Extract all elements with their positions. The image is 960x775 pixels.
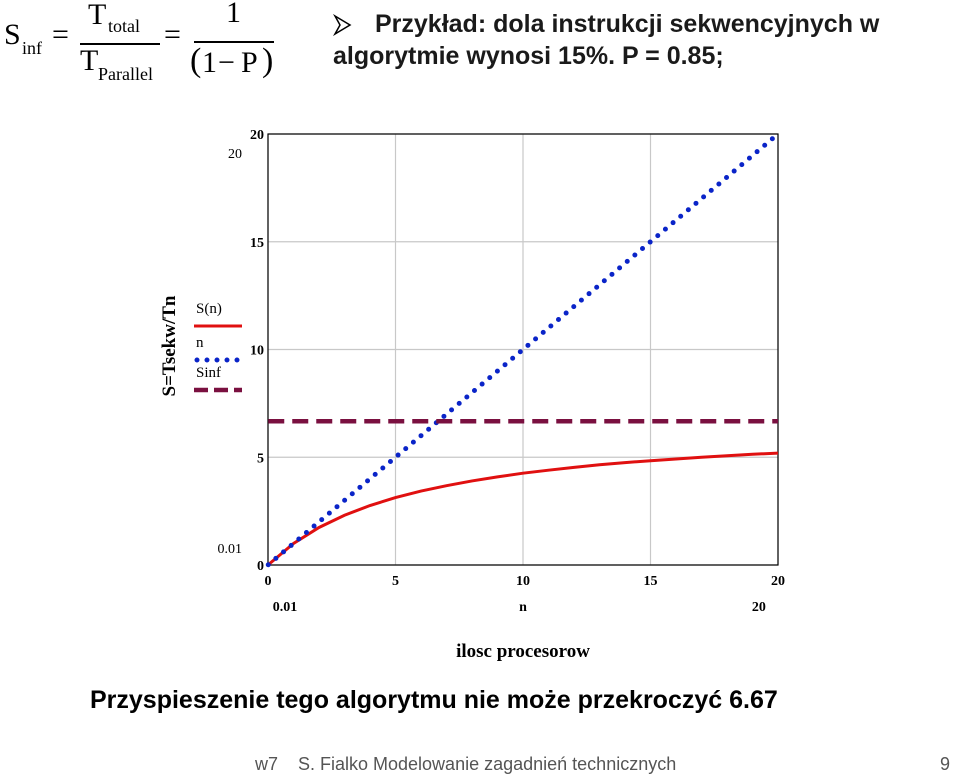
- formula-num-main: T: [88, 0, 107, 31]
- formula-den-sub: Parallel: [98, 64, 153, 84]
- series-n-line: [265, 131, 781, 568]
- x-range-var-label: n: [519, 600, 527, 615]
- formula-num-sub: total: [108, 16, 140, 36]
- x-axis-ticks: 0 5 10 15 20: [265, 574, 786, 589]
- formula-eq2: =: [164, 18, 181, 51]
- x-range-min-label: 0.01: [273, 600, 298, 615]
- example-text-line2: algorytmie wynosi 15%. P = 0.85;: [333, 42, 724, 70]
- legend-label-1: n: [196, 335, 204, 351]
- speedup-formula: S inf = T total T Parallel = 1 ( 1 − P ): [0, 0, 300, 95]
- formula-paren-close: ): [262, 42, 274, 79]
- y-range-max-label: 20: [228, 147, 242, 162]
- formula-lhs: S: [4, 18, 21, 51]
- y-axis-ticks: 0 5 10 15 20: [250, 128, 264, 574]
- arrow-bullet-icon: [333, 14, 352, 36]
- formula-den-main: T: [80, 44, 99, 77]
- x-range-max-label: 20: [752, 600, 766, 615]
- footer-week-label: w7: [255, 754, 279, 774]
- x-tick-label-1: 5: [392, 574, 399, 589]
- formula-fraction-bar-2: [194, 41, 274, 43]
- formula-rhs-num: 1: [226, 0, 241, 29]
- footer-course-title: S. Fialko Modelowanie zagadnień technicz…: [298, 754, 677, 774]
- page-number: 9: [940, 754, 951, 774]
- y-tick-label-2: 10: [250, 344, 264, 359]
- y-tick-label-1: 5: [257, 451, 264, 466]
- formula-den-minus: −: [218, 46, 235, 79]
- speedup-chart: 0 5 10 15 20 0 5 10 15 20 0.01 20 0.01 n 20 ilos…: [159, 128, 786, 662]
- chart-legend: S(n) n Sinf: [194, 301, 245, 393]
- x-tick-label-3: 15: [644, 574, 658, 589]
- y-tick-label-4: 20: [250, 128, 264, 143]
- formula-lhs-sub: inf: [22, 38, 42, 58]
- y-range-min-label: 0.01: [218, 542, 243, 557]
- example-text-line1: Przykład: dola instrukcji sekwencyjnych …: [375, 10, 880, 38]
- formula-eq1: =: [52, 18, 69, 51]
- y-axis-title: S=Tsekw/Tn: [159, 295, 180, 396]
- chart-series: [265, 131, 781, 568]
- x-tick-label-2: 10: [516, 574, 530, 589]
- legend-label-0: S(n): [196, 301, 222, 317]
- y-tick-label-3: 15: [250, 236, 264, 251]
- legend-label-2: Sinf: [196, 365, 221, 381]
- formula-den-one: 1: [202, 46, 217, 79]
- x-tick-label-0: 0: [265, 574, 272, 589]
- plot-frame: [267, 133, 779, 566]
- formula-paren-open: (: [190, 42, 202, 79]
- formula-den-p: P: [241, 46, 258, 79]
- x-axis-title: ilosc procesorow: [456, 641, 590, 662]
- y-tick-label-0: 0: [257, 559, 264, 574]
- formula-fraction-bar-1: [80, 43, 160, 45]
- series-s-n--line: [267, 451, 779, 566]
- x-tick-label-4: 20: [771, 574, 785, 589]
- conclusion-text: Przyspieszenie tego algorytmu nie może p…: [90, 686, 778, 714]
